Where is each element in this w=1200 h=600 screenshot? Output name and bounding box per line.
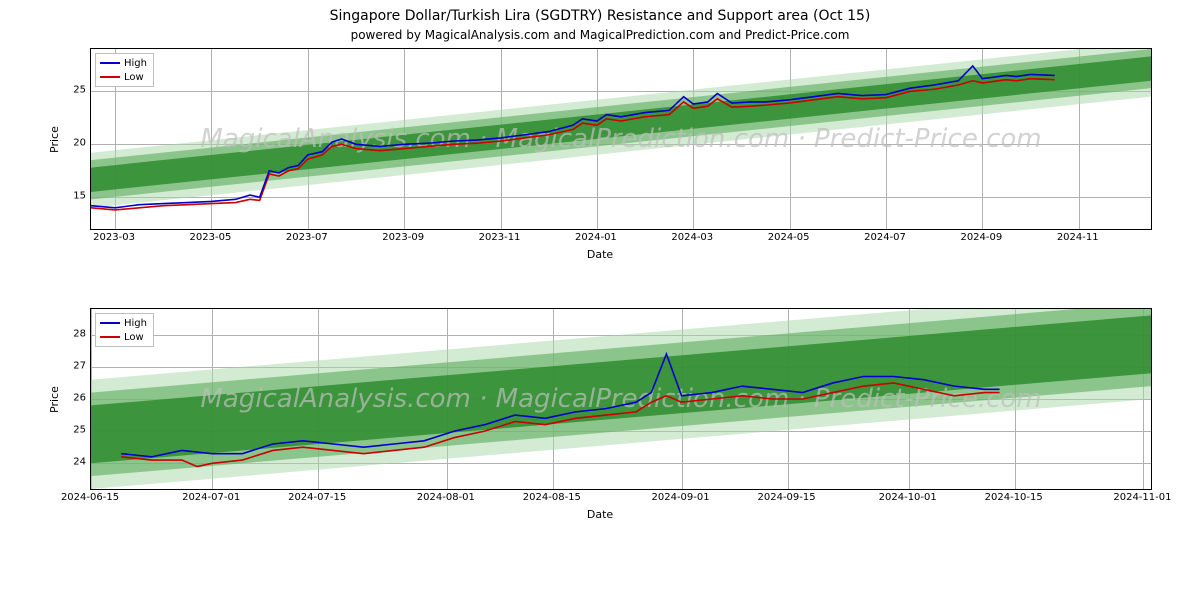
y-tick-label: 28	[62, 328, 86, 339]
legend: High Low	[95, 313, 154, 347]
x-tick-label: 2024-07-01	[182, 492, 240, 503]
legend-label-high: High	[124, 318, 147, 329]
x-tick-label: 2024-03	[671, 232, 713, 243]
y-tick-label: 25	[62, 85, 86, 96]
x-tick-label: 2024-09-01	[652, 492, 710, 503]
x-tick-label: 2024-07	[864, 232, 906, 243]
x-tick-label: 2023-11	[479, 232, 521, 243]
legend-high: High	[100, 56, 147, 70]
x-tick-label: 2023-09	[382, 232, 424, 243]
y-tick-label: 27	[62, 360, 86, 371]
x-tick-label: 2024-01	[575, 232, 617, 243]
chart-subtitle: powered by MagicalAnalysis.com and Magic…	[351, 28, 850, 42]
legend-swatch-low	[100, 336, 120, 338]
legend-label-high: High	[124, 58, 147, 69]
x-axis-label: Date	[587, 508, 613, 521]
x-tick-label: 2024-05	[768, 232, 810, 243]
price-lines	[91, 49, 1151, 229]
x-axis-label: Date	[587, 248, 613, 261]
price-lines	[91, 309, 1151, 489]
y-tick-label: 26	[62, 393, 86, 404]
legend-label-low: Low	[124, 332, 144, 343]
top-plot-area: High Low MagicalAnalysis.com · MagicalPr…	[90, 48, 1152, 230]
bottom-chart: High Low MagicalAnalysis.com · MagicalPr…	[30, 308, 1170, 538]
x-tick-label: 2023-05	[190, 232, 232, 243]
y-tick-label: 15	[62, 191, 86, 202]
legend-swatch-low	[100, 76, 120, 78]
legend-low: Low	[100, 330, 147, 344]
legend-high: High	[100, 316, 147, 330]
x-tick-label: 2023-07	[286, 232, 328, 243]
chart-title: Singapore Dollar/Turkish Lira (SGDTRY) R…	[330, 8, 871, 24]
x-tick-label: 2024-10-01	[879, 492, 937, 503]
x-tick-label: 2024-08-15	[523, 492, 581, 503]
x-tick-label: 2024-11-01	[1113, 492, 1171, 503]
x-tick-label: 2024-08-01	[417, 492, 475, 503]
x-tick-label: 2024-11	[1057, 232, 1099, 243]
x-tick-label: 2024-07-15	[288, 492, 346, 503]
legend-swatch-high	[100, 322, 120, 324]
x-tick-label: 2024-09-15	[758, 492, 816, 503]
x-tick-label: 2023-03	[93, 232, 135, 243]
legend-label-low: Low	[124, 72, 144, 83]
y-tick-label: 24	[62, 457, 86, 468]
x-tick-label: 2024-09	[960, 232, 1002, 243]
y-axis-label: Price	[48, 126, 61, 153]
y-tick-label: 25	[62, 425, 86, 436]
y-tick-label: 20	[62, 138, 86, 149]
y-axis-label: Price	[48, 386, 61, 413]
legend-swatch-high	[100, 62, 120, 64]
legend-low: Low	[100, 70, 147, 84]
top-chart: High Low MagicalAnalysis.com · MagicalPr…	[30, 48, 1170, 278]
x-tick-label: 2024-06-15	[61, 492, 119, 503]
x-tick-label: 2024-10-15	[985, 492, 1043, 503]
legend: High Low	[95, 53, 154, 87]
bottom-plot-area: High Low MagicalAnalysis.com · MagicalPr…	[90, 308, 1152, 490]
